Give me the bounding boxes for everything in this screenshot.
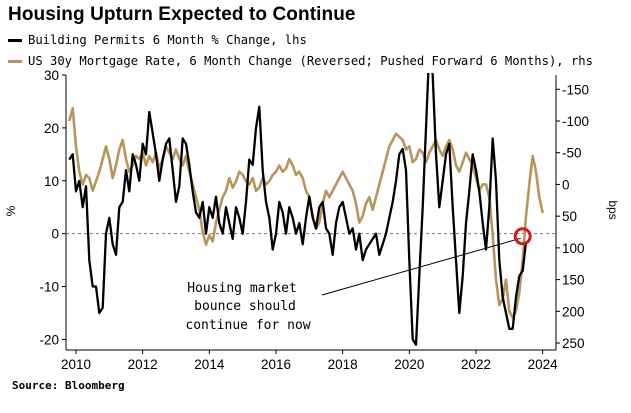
x-tick-label: 2020 <box>394 357 424 372</box>
right-tick-label: 150 <box>562 273 585 288</box>
annotation-text-line: bounce should <box>194 299 296 314</box>
annotation-group: Housing market bounce should continue for … <box>185 227 532 333</box>
source-note: Source: Bloomberg <box>12 379 125 392</box>
left-axis-ticks: 30 20 10 0 -10 -20% <box>4 68 66 347</box>
x-tick-label: 2024 <box>528 357 559 372</box>
legend-entry-mortgage: US 30y Mortgage Rate, 6 Month Change (Re… <box>8 54 593 68</box>
right-tick-label: 50 <box>562 209 577 224</box>
legend-label-permits: Building Permits 6 Month % Change, lhs <box>28 33 307 47</box>
x-tick-label: 2022 <box>461 357 491 372</box>
x-tick-label: 2018 <box>328 357 358 372</box>
legend-label-mortgage: US 30y Mortgage Rate, 6 Month Change (Re… <box>28 54 593 68</box>
annotation-text-line: continue for now <box>185 318 310 333</box>
legend-entry-permits: Building Permits 6 Month % Change, lhs <box>8 33 307 47</box>
left-tick-label: 20 <box>44 121 59 136</box>
x-tick-label: 2016 <box>261 357 291 372</box>
legend-swatch-permits <box>8 38 22 42</box>
annotation-leader-line <box>321 237 521 296</box>
right-tick-label: 0 <box>562 177 570 192</box>
right-tick-label: -100 <box>562 114 589 129</box>
x-tick-label: 2010 <box>61 357 91 372</box>
left-tick-label: -10 <box>39 280 59 295</box>
left-tick-label: 30 <box>44 68 59 83</box>
left-tick-label: 10 <box>44 174 59 189</box>
chart-title: Housing Upturn Expected to Continue <box>8 4 356 25</box>
x-tick-label: 2014 <box>194 357 225 372</box>
right-tick-label: -50 <box>562 146 582 161</box>
series-line-permits <box>68 73 528 346</box>
left-tick-label: -20 <box>39 332 59 347</box>
legend-swatch-mortgage <box>8 59 22 63</box>
right-tick-label: 250 <box>562 336 585 351</box>
annotation-text-line: Housing market <box>187 281 297 296</box>
series-line-mortgage <box>68 107 544 319</box>
x-axis-ticks: 2010 2012 2014 2016 2018 2020 2022 2024 <box>61 350 558 372</box>
right-tick-label: 200 <box>562 304 585 319</box>
right-tick-label: 100 <box>562 241 585 256</box>
right-axis-label: bps <box>606 200 620 219</box>
left-tick-label: 0 <box>51 227 59 242</box>
series-group <box>68 73 544 346</box>
right-axis-ticks: -150 -100 -50 0 50 100 150 200 250 bps <box>556 82 620 351</box>
left-axis-label: % <box>4 205 18 216</box>
right-tick-label: -150 <box>562 82 589 97</box>
highlight-circle <box>513 227 532 246</box>
x-tick-label: 2012 <box>128 357 158 372</box>
